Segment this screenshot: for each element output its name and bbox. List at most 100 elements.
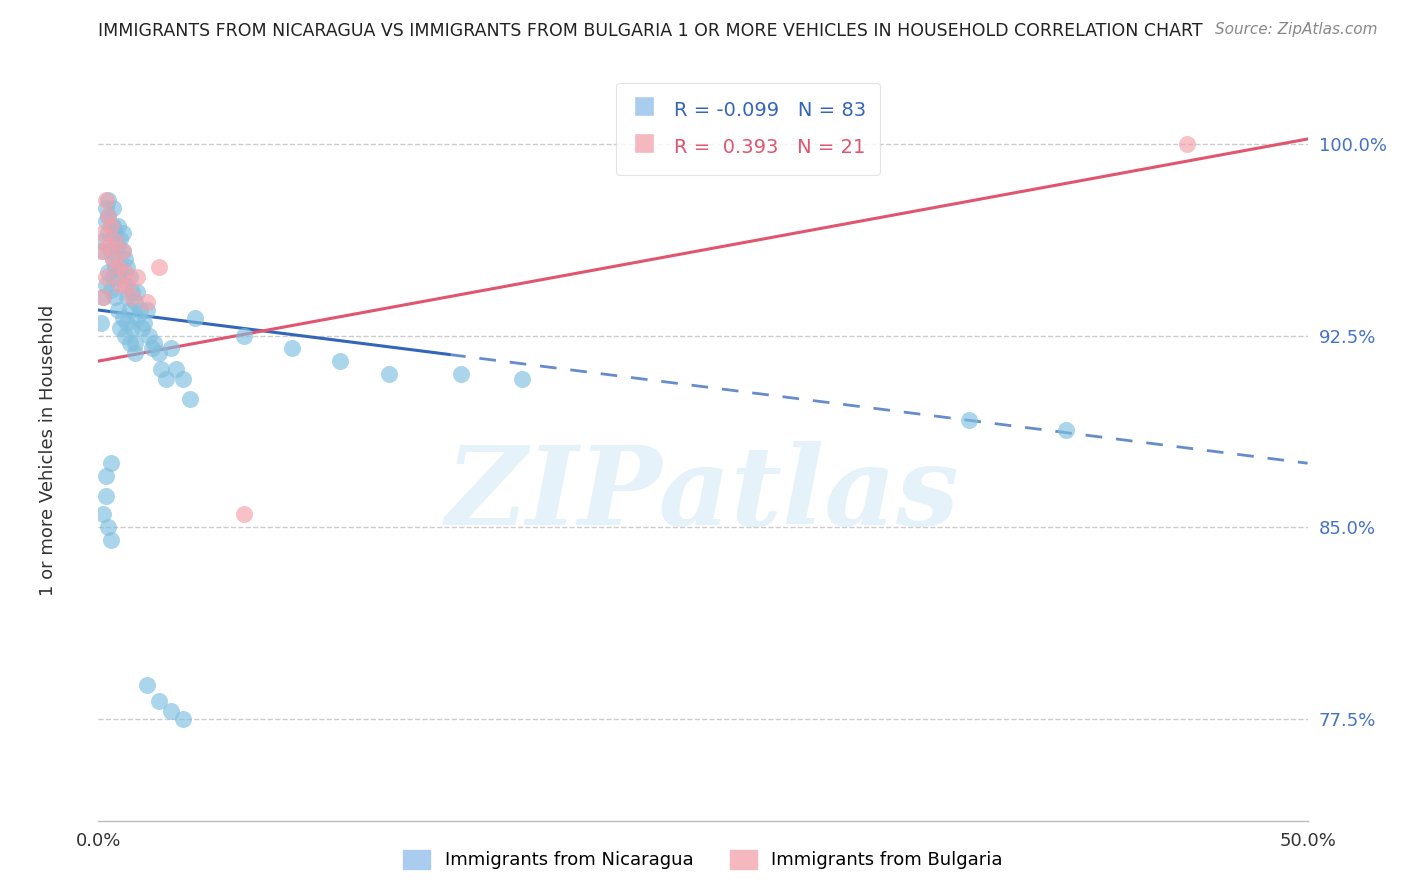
Point: [1175, 137, 1198, 152]
Point: [111, 244, 134, 259]
Point: [957, 413, 980, 427]
Point: [329, 354, 352, 368]
Point: [450, 367, 472, 381]
Point: [117, 277, 139, 292]
Point: [100, 283, 122, 297]
Point: [118, 336, 141, 351]
Point: [94, 201, 117, 215]
Point: [148, 346, 170, 360]
Point: [141, 342, 163, 356]
Point: [138, 328, 160, 343]
Point: [377, 367, 399, 381]
Point: [117, 260, 139, 274]
Point: [124, 336, 146, 351]
Point: [100, 244, 122, 259]
Point: [160, 342, 183, 356]
Point: [148, 693, 170, 707]
Point: [97, 239, 120, 253]
Point: [104, 227, 127, 241]
Point: [135, 678, 157, 692]
Point: [111, 310, 134, 325]
Point: [107, 260, 129, 274]
Point: [91, 227, 114, 241]
Point: [94, 277, 117, 292]
Point: [179, 392, 201, 407]
Point: [97, 520, 120, 534]
Point: [124, 346, 146, 360]
Point: [281, 342, 304, 356]
Point: [91, 290, 114, 304]
Point: [90, 316, 112, 330]
Point: [131, 321, 153, 335]
Point: [232, 328, 254, 343]
Point: [114, 328, 136, 343]
Point: [100, 456, 122, 470]
Point: [160, 704, 183, 718]
Point: [108, 277, 131, 292]
Point: [108, 231, 131, 245]
Point: [148, 260, 170, 274]
Point: [104, 260, 127, 274]
Point: [232, 508, 254, 522]
Point: [155, 372, 177, 386]
Point: [121, 321, 143, 335]
Point: [128, 303, 150, 318]
Point: [117, 290, 139, 304]
Point: [97, 209, 120, 223]
Point: [184, 310, 207, 325]
Point: [100, 219, 122, 233]
Point: [94, 213, 117, 227]
Point: [111, 244, 134, 259]
Point: [127, 269, 149, 284]
Point: [118, 303, 141, 318]
Point: [118, 269, 141, 284]
Text: 1 or more Vehicles in Household: 1 or more Vehicles in Household: [38, 305, 56, 596]
Point: [101, 201, 124, 215]
Text: Source: ZipAtlas.com: Source: ZipAtlas.com: [1215, 22, 1378, 37]
Point: [134, 316, 156, 330]
Legend: R = -0.099   N = 83, R =  0.393   N = 21: R = -0.099 N = 83, R = 0.393 N = 21: [616, 83, 880, 175]
Point: [108, 321, 131, 335]
Point: [165, 361, 187, 376]
Point: [101, 252, 124, 266]
Point: [124, 295, 146, 310]
Point: [121, 285, 143, 300]
Text: IMMIGRANTS FROM NICARAGUA VS IMMIGRANTS FROM BULGARIA 1 OR MORE VEHICLES IN HOUS: IMMIGRANTS FROM NICARAGUA VS IMMIGRANTS …: [98, 22, 1204, 40]
Point: [1054, 423, 1077, 437]
Point: [107, 239, 129, 253]
Point: [127, 310, 149, 325]
Point: [91, 244, 114, 259]
Point: [111, 227, 134, 241]
Point: [94, 269, 117, 284]
Point: [510, 372, 533, 386]
Legend: Immigrants from Nicaragua, Immigrants from Bulgaria: Immigrants from Nicaragua, Immigrants fr…: [394, 841, 1012, 879]
Point: [94, 490, 117, 504]
Point: [104, 290, 127, 304]
Point: [100, 533, 122, 547]
Point: [107, 269, 129, 284]
Point: [104, 234, 127, 248]
Point: [97, 265, 120, 279]
Point: [94, 469, 117, 483]
Point: [90, 244, 112, 259]
Point: [97, 209, 120, 223]
Point: [101, 269, 124, 284]
Point: [97, 227, 120, 241]
Point: [97, 194, 120, 208]
Point: [94, 194, 117, 208]
Point: [114, 265, 136, 279]
Point: [127, 285, 149, 300]
Point: [101, 252, 124, 266]
Point: [91, 234, 114, 248]
Point: [121, 290, 143, 304]
Text: ZIPatlas: ZIPatlas: [446, 442, 960, 549]
Point: [107, 303, 129, 318]
Point: [101, 219, 124, 233]
Point: [114, 277, 136, 292]
Point: [108, 260, 131, 274]
Point: [135, 303, 157, 318]
Point: [114, 252, 136, 266]
Point: [143, 336, 166, 351]
Point: [91, 508, 114, 522]
Point: [172, 372, 194, 386]
